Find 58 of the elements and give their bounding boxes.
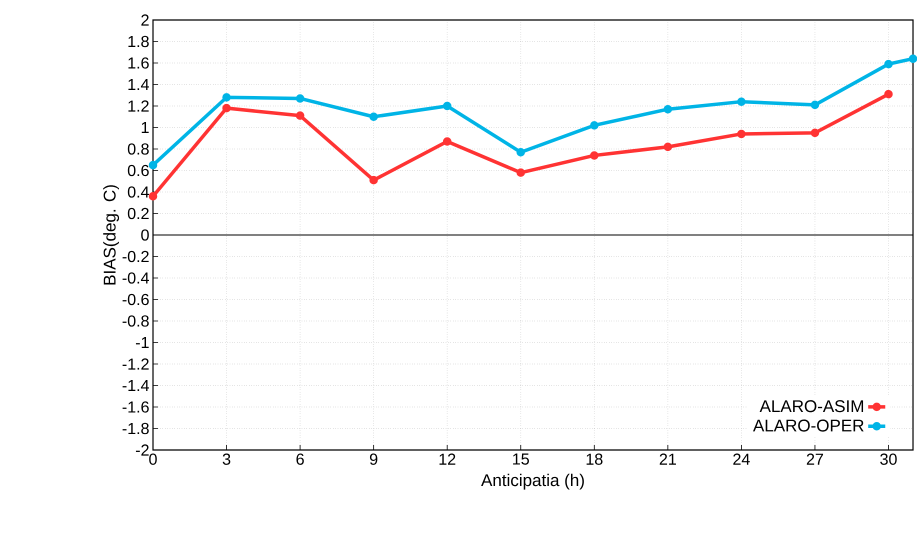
- x-tick-label: 15: [513, 454, 529, 465]
- x-tick-label: 30: [880, 454, 897, 465]
- point: [442, 102, 452, 110]
- legend-label: ALARO-ASIM: [760, 400, 864, 412]
- y-tick-label: 2: [141, 14, 149, 26]
- y-tick-label: 0.6: [128, 164, 149, 176]
- point: [810, 128, 820, 138]
- y-tick-label: -0.6: [122, 294, 149, 306]
- point: [442, 137, 452, 146]
- x-tick-label: 6: [296, 454, 304, 465]
- y-tick-label: -1.8: [122, 422, 149, 434]
- point: [737, 97, 746, 106]
- point: [369, 112, 378, 121]
- x-axis-title: Anticipatia (h): [481, 474, 584, 490]
- x-tick-label: 0: [149, 454, 157, 465]
- y-tick-label: 1.6: [128, 57, 149, 69]
- x-tick-label: 24: [733, 454, 750, 465]
- point: [664, 142, 672, 152]
- y-tick-label: -0.8: [122, 315, 149, 327]
- y-tick-label: 0: [141, 229, 149, 241]
- x-tick-label: 3: [222, 454, 230, 465]
- y-tick-label: 1.2: [128, 100, 149, 112]
- y-axis-title: BIAS(deg. C): [103, 185, 120, 284]
- y-tick-label: -1: [136, 336, 149, 348]
- point: [222, 104, 231, 112]
- y-tick-label: 1.4: [128, 78, 149, 90]
- legend-label: ALARO-OPER: [752, 420, 864, 432]
- x-tick-label: 21: [660, 454, 676, 465]
- y-tick-label: 0.4: [128, 186, 149, 198]
- point: [148, 160, 158, 170]
- y-tick-label: -1.2: [122, 358, 149, 370]
- x-tick-label: 12: [440, 454, 456, 465]
- point: [884, 60, 893, 68]
- x-tick-label: 18: [586, 454, 602, 465]
- y-tick-label: 1: [142, 122, 149, 133]
- point: [737, 130, 746, 138]
- y-tick-label: -2: [136, 444, 149, 456]
- point: [884, 90, 893, 98]
- point: [590, 121, 599, 130]
- point: [516, 148, 525, 156]
- y-tick-label: 0.8: [128, 143, 149, 155]
- point: [296, 111, 304, 120]
- point: [664, 104, 672, 114]
- point: [296, 94, 304, 103]
- point: [516, 168, 525, 177]
- x-tick-label: 9: [370, 454, 378, 465]
- point: [148, 192, 158, 201]
- point: [222, 93, 231, 102]
- y-tick-label: -1.6: [122, 401, 149, 413]
- point: [590, 151, 599, 160]
- x-tick-label: 27: [806, 454, 824, 465]
- y-tick-label: -0.2: [122, 250, 149, 262]
- point: [810, 100, 820, 110]
- y-tick-label: -1.4: [122, 380, 149, 392]
- y-tick-label: 0.2: [128, 208, 149, 220]
- point: [369, 176, 378, 184]
- y-tick-label: -0.4: [122, 272, 149, 284]
- y-tick-label: 1.8: [128, 36, 149, 48]
